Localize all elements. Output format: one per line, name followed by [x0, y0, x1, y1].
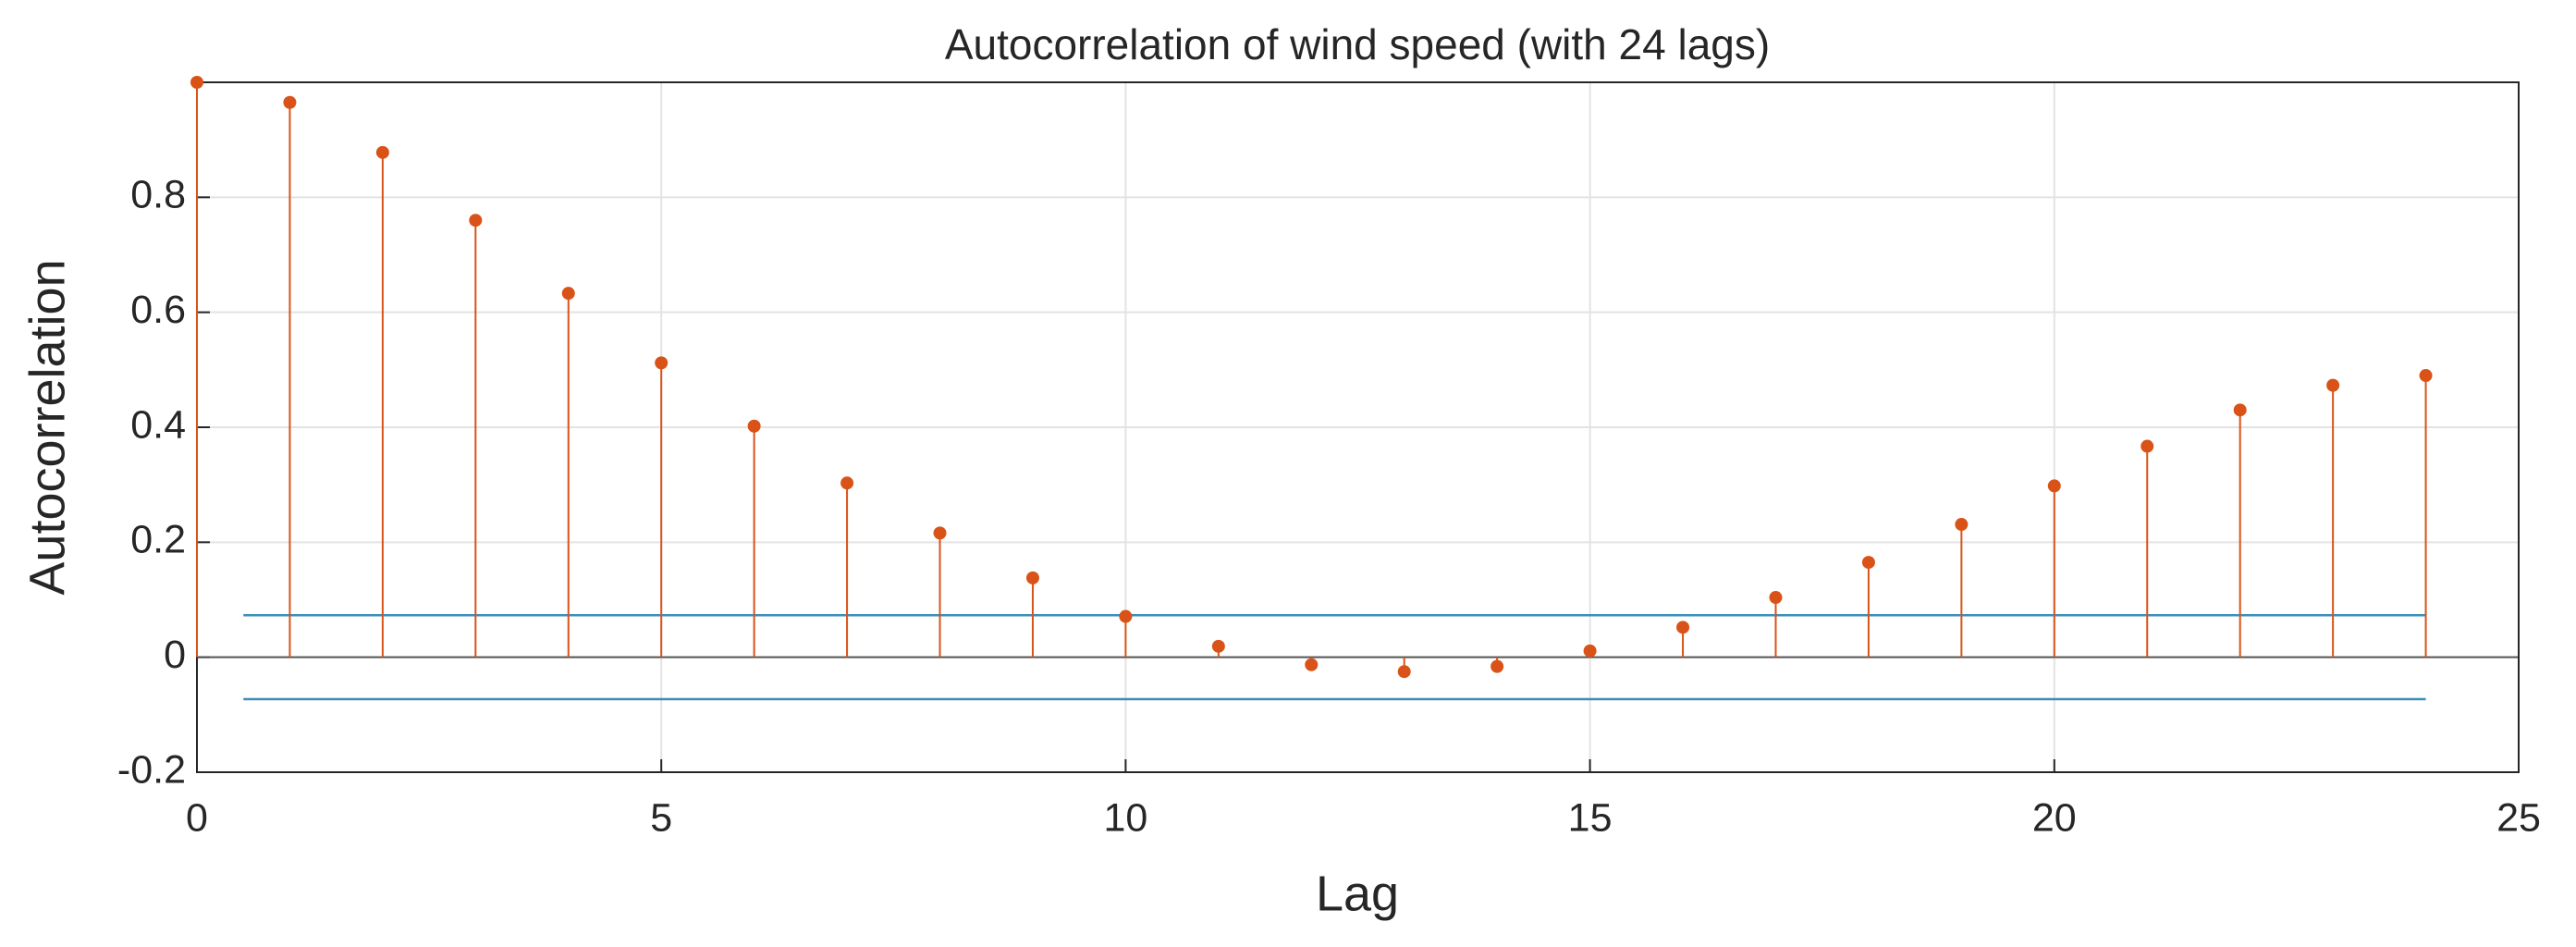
- stem-marker: [2233, 403, 2247, 417]
- y-tick-label: 0.8: [130, 173, 186, 217]
- stem-marker: [1119, 609, 1133, 623]
- stem-marker: [561, 287, 575, 301]
- y-tick-label: -0.2: [117, 747, 186, 792]
- chart-title: Autocorrelation of wind speed (with 24 l…: [945, 20, 1770, 68]
- x-axis-label: Lag: [1316, 866, 1399, 921]
- stem-marker: [933, 526, 947, 540]
- stem-marker: [1676, 621, 1690, 634]
- x-tick-label: 5: [650, 795, 672, 840]
- stem-marker: [469, 214, 483, 228]
- x-tick-label: 10: [1103, 795, 1147, 840]
- y-tick-label: 0: [164, 633, 186, 677]
- y-tick-label: 0.2: [130, 518, 186, 562]
- y-tick-label: 0.6: [130, 288, 186, 332]
- stem-marker: [2419, 369, 2433, 383]
- y-tick-label: 0.4: [130, 402, 186, 447]
- stem-marker: [1769, 591, 1783, 605]
- stem-marker: [1861, 556, 1875, 570]
- stem-marker: [1583, 644, 1597, 658]
- stem-marker: [1025, 571, 1039, 584]
- stem-marker: [190, 76, 203, 89]
- stem-marker: [840, 476, 854, 490]
- stem-marker: [283, 95, 297, 109]
- y-axis-label: Autocorrelation: [19, 259, 75, 595]
- x-tick-label: 20: [2032, 795, 2077, 840]
- stem-marker: [1305, 658, 1319, 671]
- x-tick-label: 0: [186, 795, 208, 840]
- stem-marker: [655, 356, 669, 370]
- stem-marker: [2141, 439, 2154, 453]
- stem-marker: [1211, 639, 1225, 653]
- stem-marker: [1955, 518, 1969, 532]
- x-tick-label: 15: [1568, 795, 1613, 840]
- stem-marker: [1397, 665, 1411, 679]
- stem-marker: [2326, 378, 2340, 392]
- stem-marker: [1490, 659, 1504, 673]
- stem-marker: [747, 419, 761, 433]
- x-tick-label: 25: [2496, 795, 2541, 840]
- stem-marker: [2047, 479, 2061, 493]
- stem-marker: [375, 145, 389, 159]
